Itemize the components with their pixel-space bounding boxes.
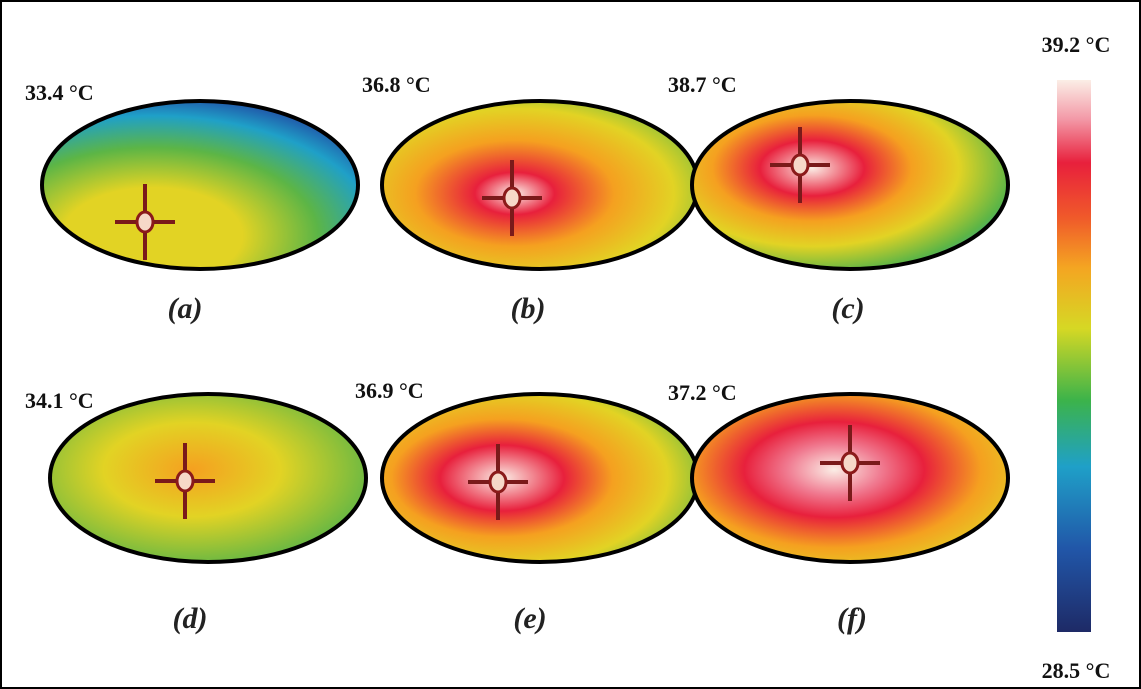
hotspot (792, 155, 808, 175)
thermal-image (42, 101, 358, 269)
thermal-image (382, 394, 698, 562)
panel-caption: (a) (168, 292, 203, 325)
panel-caption: (d) (173, 602, 208, 635)
temperature-label: 33.4 °C (25, 80, 94, 105)
temperature-label: 37.2 °C (668, 380, 737, 405)
panel-caption: (f) (837, 602, 867, 635)
hotspot (490, 472, 506, 492)
temperature-label: 34.1 °C (25, 388, 94, 413)
hotspot (177, 471, 193, 491)
panel-caption: (c) (831, 292, 864, 325)
thermal-image (382, 101, 698, 269)
hotspot (842, 453, 858, 473)
temperature-label: 38.7 °C (668, 72, 737, 97)
thermal-image (692, 101, 1008, 269)
hotspot (137, 212, 153, 232)
figure: 39.2 °C 28.5 °C 33.4 °C (a) 36.8 °C (b) 38.7… (0, 0, 1141, 689)
temperature-label: 36.8 °C (362, 72, 431, 97)
panel-caption: (e) (513, 602, 546, 635)
thermal-image (50, 394, 366, 562)
hotspot (504, 188, 520, 208)
colorbar-max: 39.2 °C (1042, 32, 1111, 57)
colorbar (1057, 80, 1091, 632)
temperature-label: 36.9 °C (355, 378, 424, 403)
colorbar-min: 28.5 °C (1042, 658, 1111, 683)
panel-caption: (b) (511, 292, 546, 325)
